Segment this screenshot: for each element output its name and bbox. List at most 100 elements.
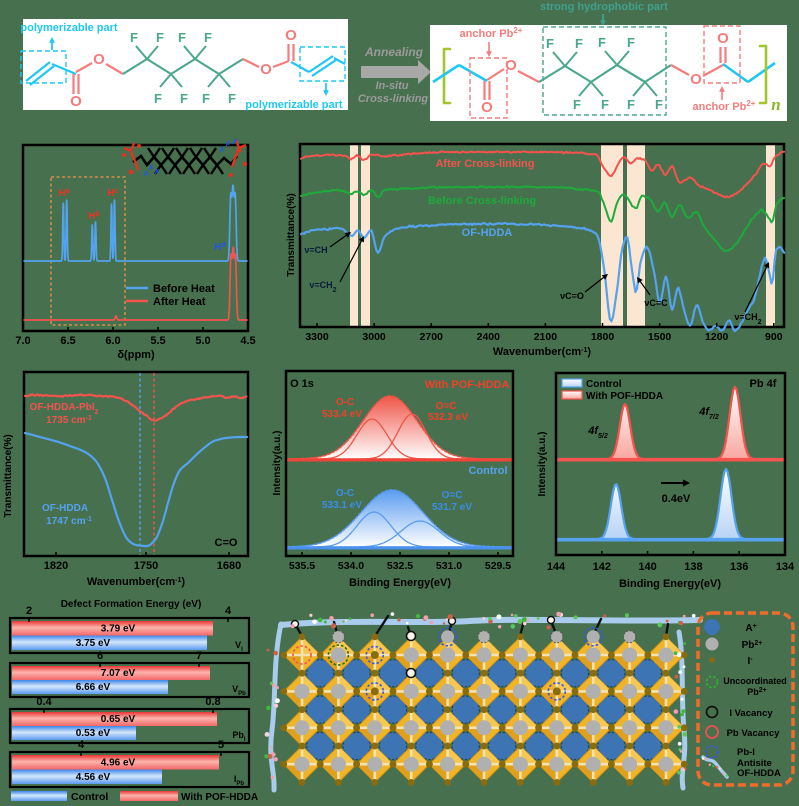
svg-text:νC=C: νC=C: [644, 298, 668, 308]
svg-text:531.7 eV: 531.7 eV: [432, 502, 472, 513]
svg-text:3000: 3000: [362, 331, 386, 343]
svg-text:VI: VI: [235, 640, 243, 653]
svg-text:1680: 1680: [217, 560, 241, 572]
svg-text:7.0: 7.0: [15, 335, 30, 347]
svg-text:I-: I-: [747, 656, 753, 668]
svg-text:6: 6: [97, 650, 103, 662]
svg-text:strong hydrophobic part: strong hydrophobic part: [540, 1, 668, 13]
svg-text:1750: 1750: [134, 560, 158, 572]
svg-text:After Heat: After Heat: [153, 296, 206, 308]
svg-text:0.53 eV: 0.53 eV: [76, 728, 111, 739]
svg-text:I Vacancy: I Vacancy: [729, 708, 773, 719]
svg-text:1820: 1820: [44, 560, 68, 572]
svg-text:144: 144: [547, 561, 566, 573]
svg-text:✗: ✗: [148, 164, 154, 172]
svg-text:In-situ: In-situ: [376, 80, 409, 92]
svg-text:Before Cross-linking: Before Cross-linking: [428, 195, 536, 207]
svg-text:Ha: Ha: [58, 188, 69, 200]
svg-text:O: O: [505, 57, 517, 74]
svg-text:Pb 4f: Pb 4f: [750, 378, 777, 390]
svg-text:Before Heat: Before Heat: [153, 283, 215, 295]
svg-text:OF-HDDA: OF-HDDA: [737, 768, 781, 779]
svg-text:O: O: [481, 99, 493, 116]
svg-text:2700: 2700: [420, 331, 444, 343]
svg-text:4: 4: [78, 739, 85, 751]
svg-text:3.75 eV: 3.75 eV: [76, 638, 111, 649]
svg-text:F: F: [655, 97, 663, 112]
svg-text:O: O: [285, 27, 297, 44]
svg-text:✗: ✗: [219, 146, 225, 154]
svg-text:532.3 eV: 532.3 eV: [428, 412, 468, 423]
svg-text:2400: 2400: [477, 331, 501, 343]
svg-text:2100: 2100: [534, 331, 558, 343]
svg-text:F: F: [228, 91, 236, 106]
svg-text:O-C: O-C: [336, 488, 354, 499]
svg-text:7: 7: [196, 650, 202, 662]
svg-text:Pb Vacancy: Pb Vacancy: [727, 728, 781, 739]
svg-text:polymerizable part: polymerizable part: [245, 99, 343, 111]
svg-text:νC=O: νC=O: [560, 291, 584, 301]
svg-text:ν=CH: ν=CH: [304, 245, 327, 255]
svg-text:5.5: 5.5: [150, 335, 165, 347]
svg-text:Wavenumber(cm-1): Wavenumber(cm-1): [87, 576, 185, 588]
svg-text:2: 2: [26, 605, 32, 617]
svg-text:F: F: [627, 35, 635, 50]
svg-text:134: 134: [776, 561, 795, 573]
svg-text:4: 4: [225, 605, 232, 617]
svg-text:532.5: 532.5: [387, 560, 413, 572]
svg-text:O 1s: O 1s: [290, 378, 314, 390]
svg-text:O: O: [70, 93, 82, 110]
svg-text:F: F: [154, 91, 162, 106]
svg-text:142: 142: [593, 561, 611, 573]
svg-text:O: O: [690, 71, 702, 88]
svg-text:535.5: 535.5: [289, 560, 315, 572]
svg-text:Antisite: Antisite: [737, 758, 772, 769]
svg-text:5.0: 5.0: [195, 335, 210, 347]
svg-text:F: F: [573, 97, 581, 112]
svg-text:136: 136: [730, 561, 748, 573]
svg-text:1200: 1200: [705, 331, 729, 343]
svg-text:0.65 eV: 0.65 eV: [101, 714, 136, 725]
svg-text:Hc: Hc: [107, 188, 118, 200]
svg-text:With POF-HDDA: With POF-HDDA: [586, 391, 663, 402]
svg-text:With POF-HDDA: With POF-HDDA: [425, 379, 510, 391]
svg-text:1747 cm-1: 1747 cm-1: [46, 516, 92, 528]
svg-text:Hd: Hd: [214, 242, 226, 254]
svg-text:OF-HDDA: OF-HDDA: [42, 503, 88, 514]
svg-text:F: F: [202, 91, 210, 106]
svg-text:Cross-linking: Cross-linking: [358, 93, 429, 105]
svg-text:O=C: O=C: [442, 490, 463, 501]
svg-text:Control: Control: [468, 465, 507, 477]
svg-text:Intensity(a.u.): Intensity(a.u.): [537, 431, 548, 496]
svg-text:138: 138: [684, 561, 702, 573]
svg-text:O=C: O=C: [436, 401, 457, 412]
svg-text:Uncoordinated: Uncoordinated: [723, 676, 787, 686]
svg-text:4.56 eV: 4.56 eV: [76, 772, 111, 783]
svg-text:Hb: Hb: [88, 211, 100, 223]
svg-text:1735 cm-1: 1735 cm-1: [46, 415, 92, 427]
svg-text:6.66 eV: 6.66 eV: [76, 682, 111, 693]
svg-text:Binding Energy(eV): Binding Energy(eV): [619, 578, 721, 590]
svg-text:5: 5: [218, 739, 224, 751]
svg-text:Binding Energy(eV): Binding Energy(eV): [349, 577, 451, 589]
svg-text:4.96 eV: 4.96 eV: [101, 758, 136, 769]
svg-text:IPb: IPb: [234, 774, 245, 787]
svg-text:OF-HDDA-PbI2: OF-HDDA-PbI2: [30, 402, 99, 416]
svg-text:140: 140: [638, 561, 656, 573]
svg-text:✗: ✗: [143, 170, 149, 178]
svg-text:O: O: [717, 30, 729, 47]
svg-text:With POF-HDDA: With POF-HDDA: [181, 792, 258, 803]
svg-text:1500: 1500: [648, 331, 672, 343]
svg-text:534.0: 534.0: [338, 560, 364, 572]
svg-text:Transmittance(%): Transmittance(%): [286, 193, 297, 276]
svg-text:O-C: O-C: [336, 397, 354, 408]
svg-text:533.1 eV: 533.1 eV: [322, 500, 362, 511]
svg-text:F: F: [130, 30, 138, 45]
svg-text:3.79 eV: 3.79 eV: [101, 624, 136, 635]
svg-text:F: F: [546, 36, 554, 51]
svg-text:F: F: [180, 91, 188, 106]
svg-text:anchor Pb2+: anchor Pb2+: [460, 26, 523, 41]
svg-text:F: F: [575, 36, 583, 51]
svg-text:✗: ✗: [154, 168, 160, 176]
svg-text:Intensity(a.u.): Intensity(a.u.): [272, 430, 283, 495]
